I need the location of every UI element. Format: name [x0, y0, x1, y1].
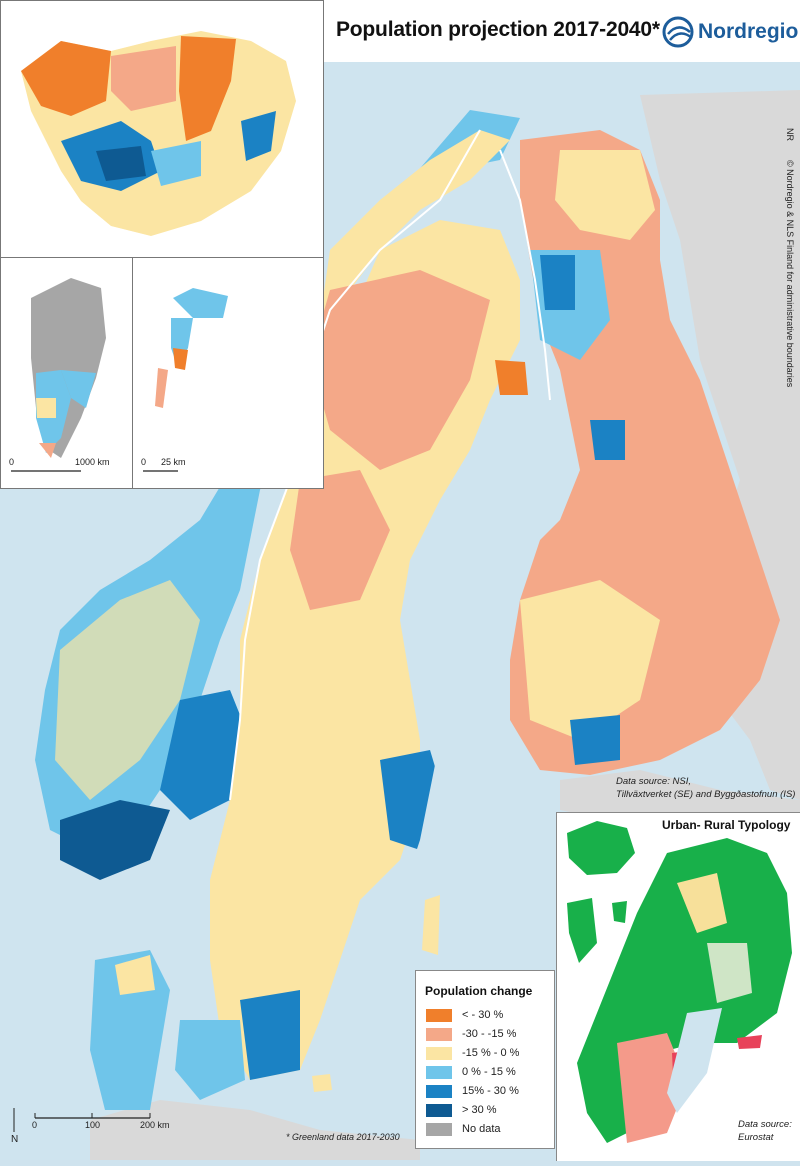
legend-item: -30 - -15 %	[426, 1026, 516, 1042]
iceland-south-blue	[151, 141, 201, 186]
legend-label: No data	[462, 1123, 501, 1135]
iceland-westfjords	[21, 41, 111, 116]
finland-helsinki	[570, 715, 620, 765]
legend-label: 0 % - 15 %	[462, 1066, 516, 1078]
sweden-kiruna-orange	[495, 360, 528, 395]
legend-swatch	[426, 1027, 452, 1041]
typology-other-1	[707, 943, 752, 1003]
data-source-line-2: Tillväxtverket (SE) and Byggðastofnun (I…	[616, 789, 796, 800]
legend-swatch	[426, 1084, 452, 1098]
legend-label: 15% - 30 %	[462, 1085, 519, 1097]
legend-label: -15 % - 0 %	[462, 1047, 520, 1059]
legend: Population change < - 30 % -30 - -15 % -…	[415, 970, 555, 1149]
legend-swatch	[426, 1008, 452, 1022]
svalbard-orange	[173, 348, 188, 370]
north-label: N	[11, 1134, 19, 1145]
greenland-east	[61, 370, 96, 408]
sweden-north-interior	[310, 270, 490, 470]
nordregio-logo-icon	[662, 16, 694, 48]
legend-swatch	[426, 1122, 452, 1136]
sweden-jamtland	[290, 470, 390, 610]
svalbard-inset: 0 25 km	[132, 257, 324, 489]
typology-title: Urban- Rural Typology	[662, 818, 791, 832]
legend-label: < - 30 %	[462, 1009, 504, 1021]
data-source-main: Data source: NSI, Tillväxtverket (SE) an…	[616, 775, 795, 801]
sweden-finland-border	[499, 149, 551, 401]
bornholm	[312, 1074, 332, 1092]
legend-item: > 30 %	[426, 1102, 497, 1118]
norway-west-fjords	[55, 580, 200, 800]
greenland-scale-end: 1000 km	[75, 457, 110, 467]
data-source-typology: Data source: Eurostat	[738, 1118, 792, 1144]
data-source-line-1: Data source: NSI,	[616, 776, 691, 787]
svalbard-north	[173, 288, 228, 318]
greenland-inset: 0 1000 km	[0, 257, 134, 489]
legend-swatch	[426, 1103, 452, 1117]
legend-label: > 30 %	[462, 1104, 497, 1116]
legend-item: < - 30 %	[426, 1007, 503, 1023]
svalbard-scale-zero: 0	[141, 457, 147, 467]
sweden-skane	[240, 990, 300, 1080]
typology-greenland	[567, 898, 597, 963]
page-title: Population projection 2017-2040*	[336, 18, 660, 41]
credit-code: NR	[785, 128, 795, 141]
iceland-reykjavik	[96, 146, 146, 181]
gotland	[422, 895, 440, 955]
typology-source-line-2: Eurostat	[738, 1132, 774, 1143]
copyright-text: © Nordregio & NLS Finland for administra…	[785, 160, 795, 388]
typology-svalbard	[612, 901, 627, 923]
footnote: * Greenland data 2017-2030	[286, 1132, 400, 1142]
greenland-south-salmon	[39, 443, 56, 458]
norway-oslo-area	[160, 690, 250, 820]
finland-oulu	[590, 420, 625, 460]
legend-item: 0 % - 15 %	[426, 1064, 516, 1080]
legend-title: Population change	[425, 984, 533, 998]
legend-label: -30 - -15 %	[462, 1028, 517, 1040]
typology-urban-helsinki	[737, 1035, 762, 1049]
iceland-northeast	[179, 36, 236, 141]
finland-lapland-darkblue	[540, 255, 575, 310]
greenland-south-yellow	[36, 398, 56, 418]
legend-swatch	[426, 1046, 452, 1060]
denmark-zealand	[175, 1020, 245, 1100]
iceland-southeast	[241, 111, 276, 161]
gulf-of-bothnia	[440, 420, 580, 740]
iceland-inset	[0, 0, 324, 259]
finland-lapland-yellow	[555, 150, 655, 240]
norway-south-coast	[60, 800, 170, 880]
title-box	[322, 0, 800, 62]
legend-item: 15% - 30 %	[426, 1083, 519, 1099]
typology-source-line-1: Data source:	[738, 1119, 792, 1130]
legend-item: No data	[426, 1121, 501, 1137]
norway-north-region	[320, 130, 510, 320]
legend-swatch	[426, 1065, 452, 1079]
iceland-north-salmon	[111, 46, 176, 111]
legend-item: -15 % - 0 %	[426, 1045, 519, 1061]
germany-landmass	[90, 1100, 420, 1160]
svalbard-scale-end: 25 km	[161, 457, 186, 467]
svalbard-south	[155, 368, 168, 408]
typology-intermediate-1	[677, 873, 727, 933]
main-scale-end: 200 km	[140, 1120, 170, 1130]
baltic-sea	[360, 730, 540, 1030]
denmark-north-yellow	[115, 955, 155, 995]
sweden-region	[210, 220, 520, 1080]
main-scale-mid: 100	[85, 1120, 101, 1130]
brand-name: Nordregio	[698, 20, 799, 43]
main-scale-zero: 0	[32, 1120, 38, 1130]
greenland-scale-zero: 0	[9, 457, 15, 467]
typology-inset	[556, 812, 800, 1161]
typology-baltic	[667, 1008, 722, 1113]
finland-south-mix	[520, 580, 660, 740]
typology-iceland	[567, 821, 635, 875]
typology-south-sweden	[617, 1033, 687, 1143]
